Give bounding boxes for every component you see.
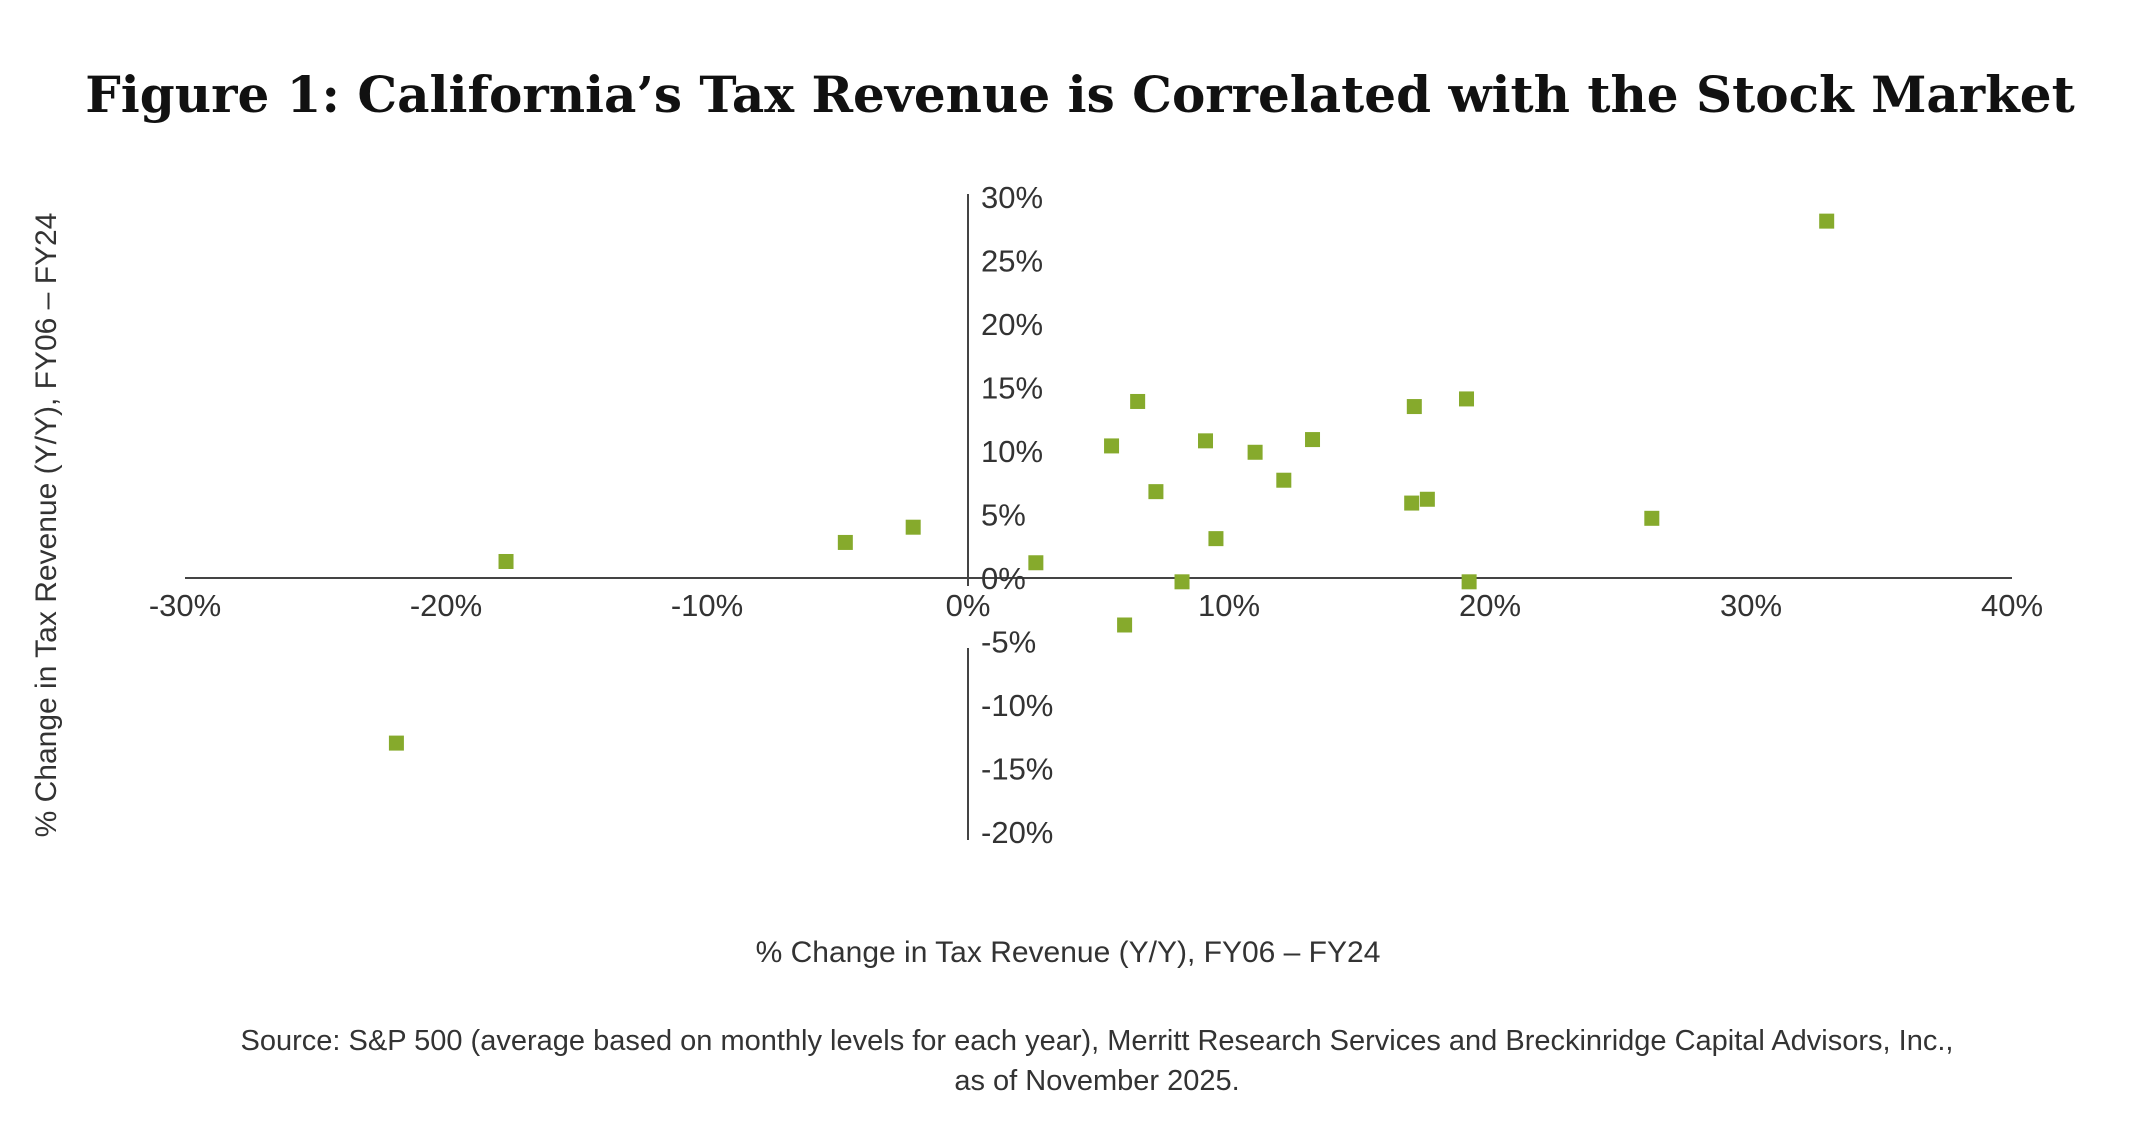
data-point xyxy=(1028,555,1044,571)
source-note-line-2: as of November 2025. xyxy=(954,1065,1239,1097)
y-tick-label: 10% xyxy=(981,434,1043,469)
y-tick-label: 25% xyxy=(981,244,1043,279)
y-tick-label: -5% xyxy=(981,625,1036,660)
data-point xyxy=(1419,491,1435,507)
x-axis-title: % Change in Tax Revenue (Y/Y), FY06 – FY… xyxy=(756,936,1381,969)
data-point xyxy=(1148,484,1164,500)
y-tick-label: 15% xyxy=(981,371,1043,406)
x-tick-label: 20% xyxy=(1459,588,1521,623)
x-tick-label: 10% xyxy=(1198,588,1260,623)
data-point xyxy=(1208,531,1224,547)
y-tick-label: 5% xyxy=(981,498,1026,533)
data-point xyxy=(498,553,514,569)
chart-title: Figure 1: California’s Tax Revenue is Co… xyxy=(85,65,2074,124)
data-point xyxy=(388,735,404,751)
data-point xyxy=(1247,444,1263,460)
x-tick-label: 40% xyxy=(1981,588,2043,623)
y-tick-labels: 30% 25% 20% 15% 10% 5% 0% -5% -10% -15% -20% xyxy=(981,180,1053,850)
x-tick-label: -10% xyxy=(671,588,743,623)
x-tick-label: 0% xyxy=(946,588,991,623)
axes xyxy=(185,194,2012,840)
y-tick-label: 20% xyxy=(981,307,1043,342)
y-tick-label: -20% xyxy=(981,815,1053,850)
data-point xyxy=(1406,399,1422,415)
data-point xyxy=(1104,438,1120,454)
y-axis-title: % Change in Tax Revenue (Y/Y), FY06 – FY… xyxy=(30,213,63,838)
data-point xyxy=(1117,617,1133,633)
data-point xyxy=(1198,433,1214,449)
data-point xyxy=(905,519,921,535)
data-point xyxy=(1819,213,1835,229)
data-point xyxy=(1461,574,1477,590)
y-tick-label: 30% xyxy=(981,180,1043,215)
data-point xyxy=(1459,391,1475,407)
data-point xyxy=(1174,574,1190,590)
y-tick-label: 0% xyxy=(981,561,1026,596)
y-tick-label: -10% xyxy=(981,688,1053,723)
y-tick-label: -15% xyxy=(981,752,1053,787)
data-point xyxy=(837,534,853,550)
data-points xyxy=(388,213,1835,751)
x-tick-label: 30% xyxy=(1720,588,1782,623)
x-tick-label: -30% xyxy=(149,588,221,623)
data-point xyxy=(1305,432,1321,448)
source-note-line-1: Source: S&P 500 (average based on monthl… xyxy=(241,1025,1954,1057)
data-point xyxy=(1130,393,1146,409)
data-point xyxy=(1404,495,1420,511)
data-point xyxy=(1276,472,1292,488)
data-point xyxy=(1644,510,1660,526)
x-tick-label: -20% xyxy=(410,588,482,623)
x-tick-labels: -30% -20% -10% 0% 10% 20% 30% 40% xyxy=(149,588,2043,623)
